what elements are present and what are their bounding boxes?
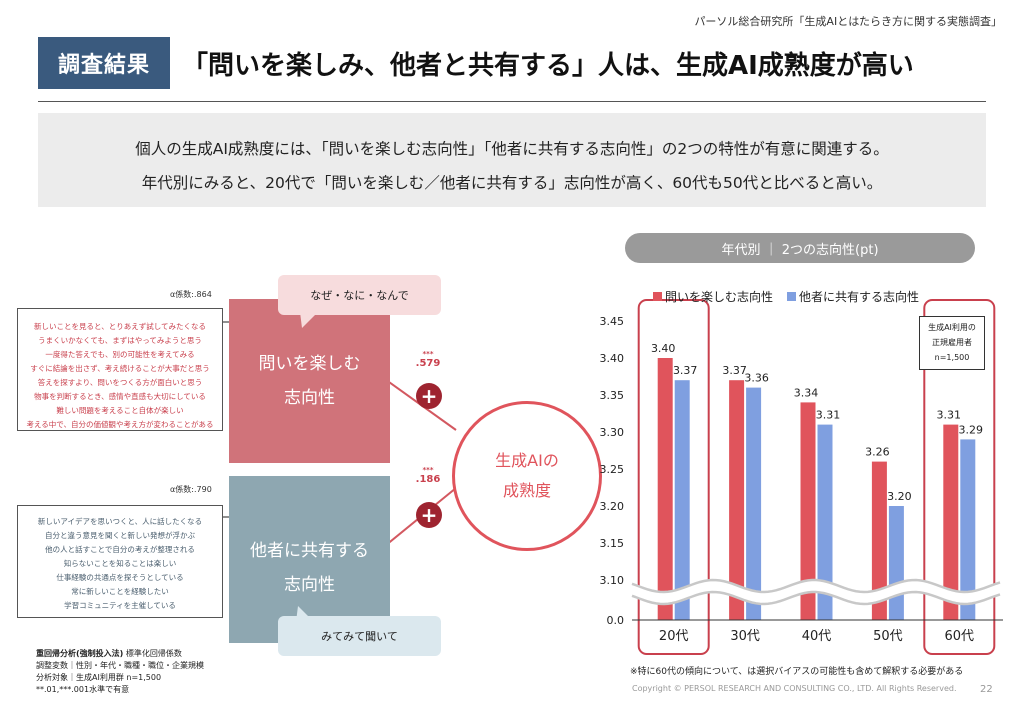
factor2-label-2: 志向性 bbox=[229, 568, 390, 602]
data-label: 3.29 bbox=[959, 423, 984, 436]
alpha-factor1: α係数:.864 bbox=[170, 289, 212, 300]
factor1-speech-bubble: なぜ・なに・なんで bbox=[278, 275, 441, 315]
data-label: 3.37 bbox=[673, 364, 698, 377]
factor2-item: 新しいアイデアを思いつくと、人に話したくなる bbox=[18, 515, 222, 529]
bar bbox=[658, 358, 673, 620]
sample-note-2: 正規雇用者 bbox=[920, 335, 984, 350]
coef-factor1: *** .579 bbox=[408, 350, 448, 368]
sample-note: 生成AI利用の 正規雇用者 n=1,500 bbox=[919, 316, 985, 370]
data-label: 3.26 bbox=[865, 446, 890, 459]
y-tick-label: 3.20 bbox=[600, 500, 625, 513]
chart-title: 年代別 ｜ 2つの志向性(pt) bbox=[721, 239, 878, 258]
y-tick-label: 3.45 bbox=[600, 315, 625, 328]
notes-method: 重回帰分析(強制投入法) bbox=[36, 649, 123, 658]
factor2-items-box: 新しいアイデアを思いつくと、人に話したくなる 自分と違う意見を聞くと新しい発想が… bbox=[17, 505, 223, 618]
data-label: 3.31 bbox=[816, 409, 841, 422]
factor1-bubble-text: なぜ・なに・なんで bbox=[310, 287, 408, 303]
plus-icon: + bbox=[416, 383, 442, 409]
factor1-item: 物事を判断するとき、感情や直感も大切にしている bbox=[18, 390, 222, 404]
y-tick-label: 3.30 bbox=[600, 426, 625, 439]
target-label-1: 生成AIの bbox=[495, 446, 559, 476]
data-label: 3.36 bbox=[744, 372, 769, 385]
factor1-item: 難しい問題を考えること自体が楽しい bbox=[18, 404, 222, 418]
coef-factor2: *** .186 bbox=[408, 466, 448, 484]
copyright: Copyright © PERSOL RESEARCH AND CONSULTI… bbox=[632, 684, 957, 693]
factor1-label: 問いを楽しむ bbox=[229, 347, 390, 381]
legend-label: 他者に共有する志向性 bbox=[799, 289, 919, 304]
legend-label: 問いを楽しむ志向性 bbox=[665, 289, 773, 304]
sample-note-1: 生成AI利用の bbox=[920, 320, 984, 335]
factor2-item: 知らないことを知ることは楽しい bbox=[18, 557, 222, 571]
analysis-notes: 重回帰分析(強制投入法) 標準化回帰係数 調整変数｜性別・年代・職種・職位・企業… bbox=[36, 648, 236, 696]
y-tick-label: 3.35 bbox=[600, 389, 625, 402]
y-tick-label: 3.15 bbox=[600, 537, 625, 550]
factor1-items-box: 新しいことを見ると、とりあえず試してみたくなる うまくいかなくても、まずはやって… bbox=[17, 308, 223, 431]
chart-footnote: ※特に60代の傾向について、は選択バイアスの可能性も含めて解釈する必要がある bbox=[630, 664, 963, 677]
data-label: 3.31 bbox=[937, 409, 962, 422]
notes-sample: 分析対象｜生成AI利用群 n=1,500 bbox=[36, 672, 236, 684]
chart-title-pill: 年代別 ｜ 2つの志向性(pt) bbox=[625, 233, 975, 263]
factor2-item: 仕事経験の共通点を探そうとしている bbox=[18, 571, 222, 585]
target-label-2: 成熟度 bbox=[495, 476, 559, 506]
bubble-tail-1 bbox=[296, 312, 326, 330]
factor2-item: 他の人と話すことで自分の考えが整理される bbox=[18, 543, 222, 557]
y-tick-label: 3.10 bbox=[600, 574, 625, 587]
data-label: 3.34 bbox=[794, 386, 819, 399]
factor1-item: 新しいことを見ると、とりあえず試してみたくなる bbox=[18, 320, 222, 334]
coef-factor2-value: .186 bbox=[408, 475, 448, 484]
factor1-item: うまくいかなくても、まずはやってみようと思う bbox=[18, 334, 222, 348]
bar bbox=[675, 380, 690, 620]
notes-significance: **.01,***.001水準で有意 bbox=[36, 684, 236, 696]
data-label: 3.20 bbox=[887, 490, 912, 503]
page-number: 22 bbox=[980, 684, 993, 695]
x-tick-label: 40代 bbox=[802, 629, 832, 644]
notes-method-rest: 標準化回帰係数 bbox=[123, 649, 182, 658]
x-tick-label: 60代 bbox=[945, 629, 975, 644]
sample-note-3: n=1,500 bbox=[920, 350, 984, 365]
y-tick-label: 3.25 bbox=[600, 463, 625, 476]
coef-factor1-value: .579 bbox=[408, 359, 448, 368]
legend-swatch bbox=[787, 292, 796, 301]
alpha-factor2: α係数:.790 bbox=[170, 484, 212, 495]
y-tick-label: 3.40 bbox=[600, 352, 625, 365]
x-tick-label: 50代 bbox=[873, 629, 903, 644]
factor1-item: 考える中で、自分の価値観や考え方が変わることがある bbox=[18, 418, 222, 432]
bar bbox=[889, 506, 904, 620]
factor1-item: 一度得た答えでも、別の可能性を考えてみる bbox=[18, 348, 222, 362]
target-circle: 生成AIの 成熟度 bbox=[452, 401, 602, 551]
y-tick-label: 0.0 bbox=[607, 614, 625, 627]
plus-icon: + bbox=[416, 502, 442, 528]
bar bbox=[746, 388, 761, 620]
factor2-speech-bubble: みてみて聞いて bbox=[278, 616, 441, 656]
x-tick-label: 30代 bbox=[730, 629, 760, 644]
factor2-bubble-text: みてみて聞いて bbox=[321, 628, 398, 644]
factor1-label-2: 志向性 bbox=[229, 381, 390, 415]
x-tick-label: 20代 bbox=[659, 629, 689, 644]
notes-controls: 調整変数｜性別・年代・職種・職位・企業規模 bbox=[36, 660, 236, 672]
data-label: 3.37 bbox=[722, 364, 747, 377]
factor2-item: 自分と違う意見を聞くと新しい発想が浮かぶ bbox=[18, 529, 222, 543]
factor1-item: すぐに結論を出さず、考え続けることが大事だと思う bbox=[18, 362, 222, 376]
legend-swatch bbox=[653, 292, 662, 301]
data-label: 3.40 bbox=[651, 342, 676, 355]
factor2-item: 常に新しいことを経験したい bbox=[18, 585, 222, 599]
factor1-item: 答えを探すより、問いをつくる方が面白いと思う bbox=[18, 376, 222, 390]
factor2-label: 他者に共有する bbox=[229, 534, 390, 568]
factor2-item: 学習コミュニティを主催している bbox=[18, 599, 222, 613]
